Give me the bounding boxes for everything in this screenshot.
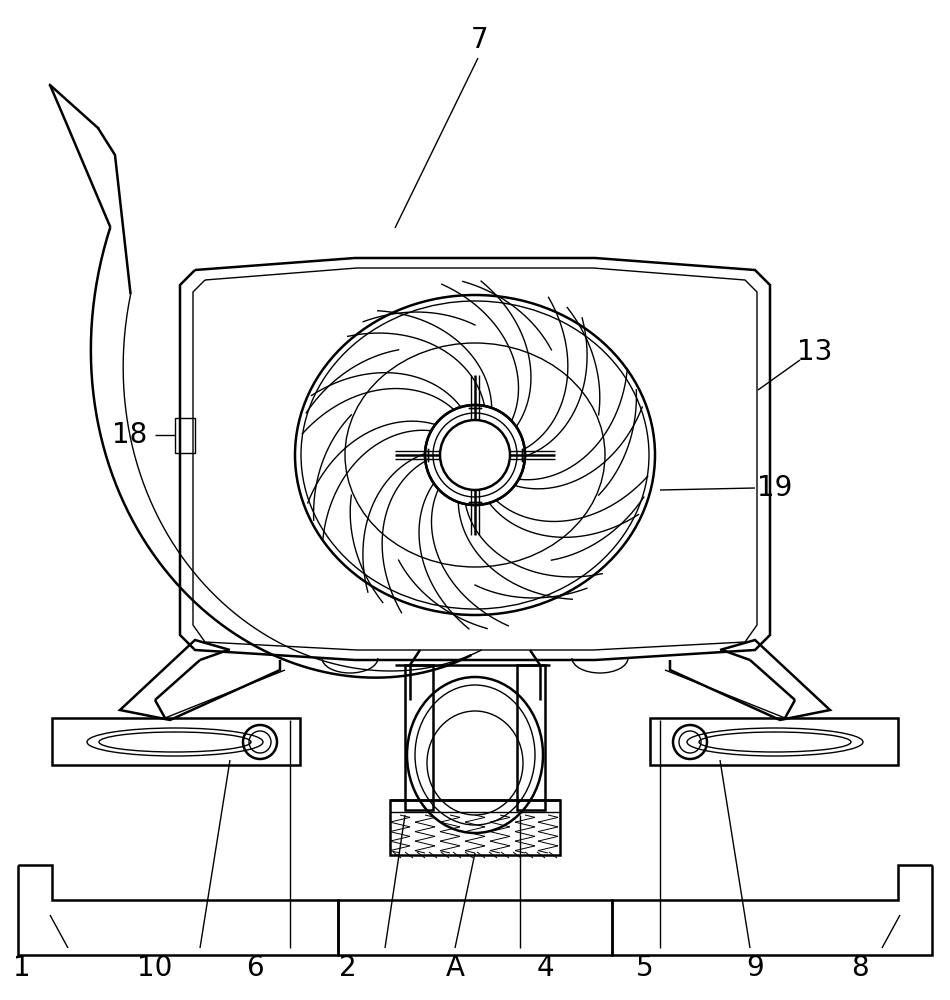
Text: A: A [446, 954, 465, 982]
Circle shape [425, 405, 525, 505]
Text: 13: 13 [797, 338, 833, 366]
Text: 18: 18 [112, 421, 147, 449]
Bar [175, 418, 195, 453]
Text: 7: 7 [471, 26, 489, 54]
Bar [650, 718, 898, 765]
Text: 2: 2 [339, 954, 357, 982]
Text: 8: 8 [851, 954, 869, 982]
Bar [338, 900, 612, 955]
Bar [390, 800, 560, 855]
Bar [517, 665, 545, 810]
Text: 19: 19 [757, 474, 792, 502]
Text: 1: 1 [13, 954, 30, 982]
Bar [405, 665, 433, 810]
Text: 9: 9 [746, 954, 764, 982]
Text: 4: 4 [536, 954, 554, 982]
Bar [52, 718, 300, 765]
Text: 10: 10 [138, 954, 173, 982]
Text: 5: 5 [636, 954, 654, 982]
Text: 6: 6 [246, 954, 264, 982]
